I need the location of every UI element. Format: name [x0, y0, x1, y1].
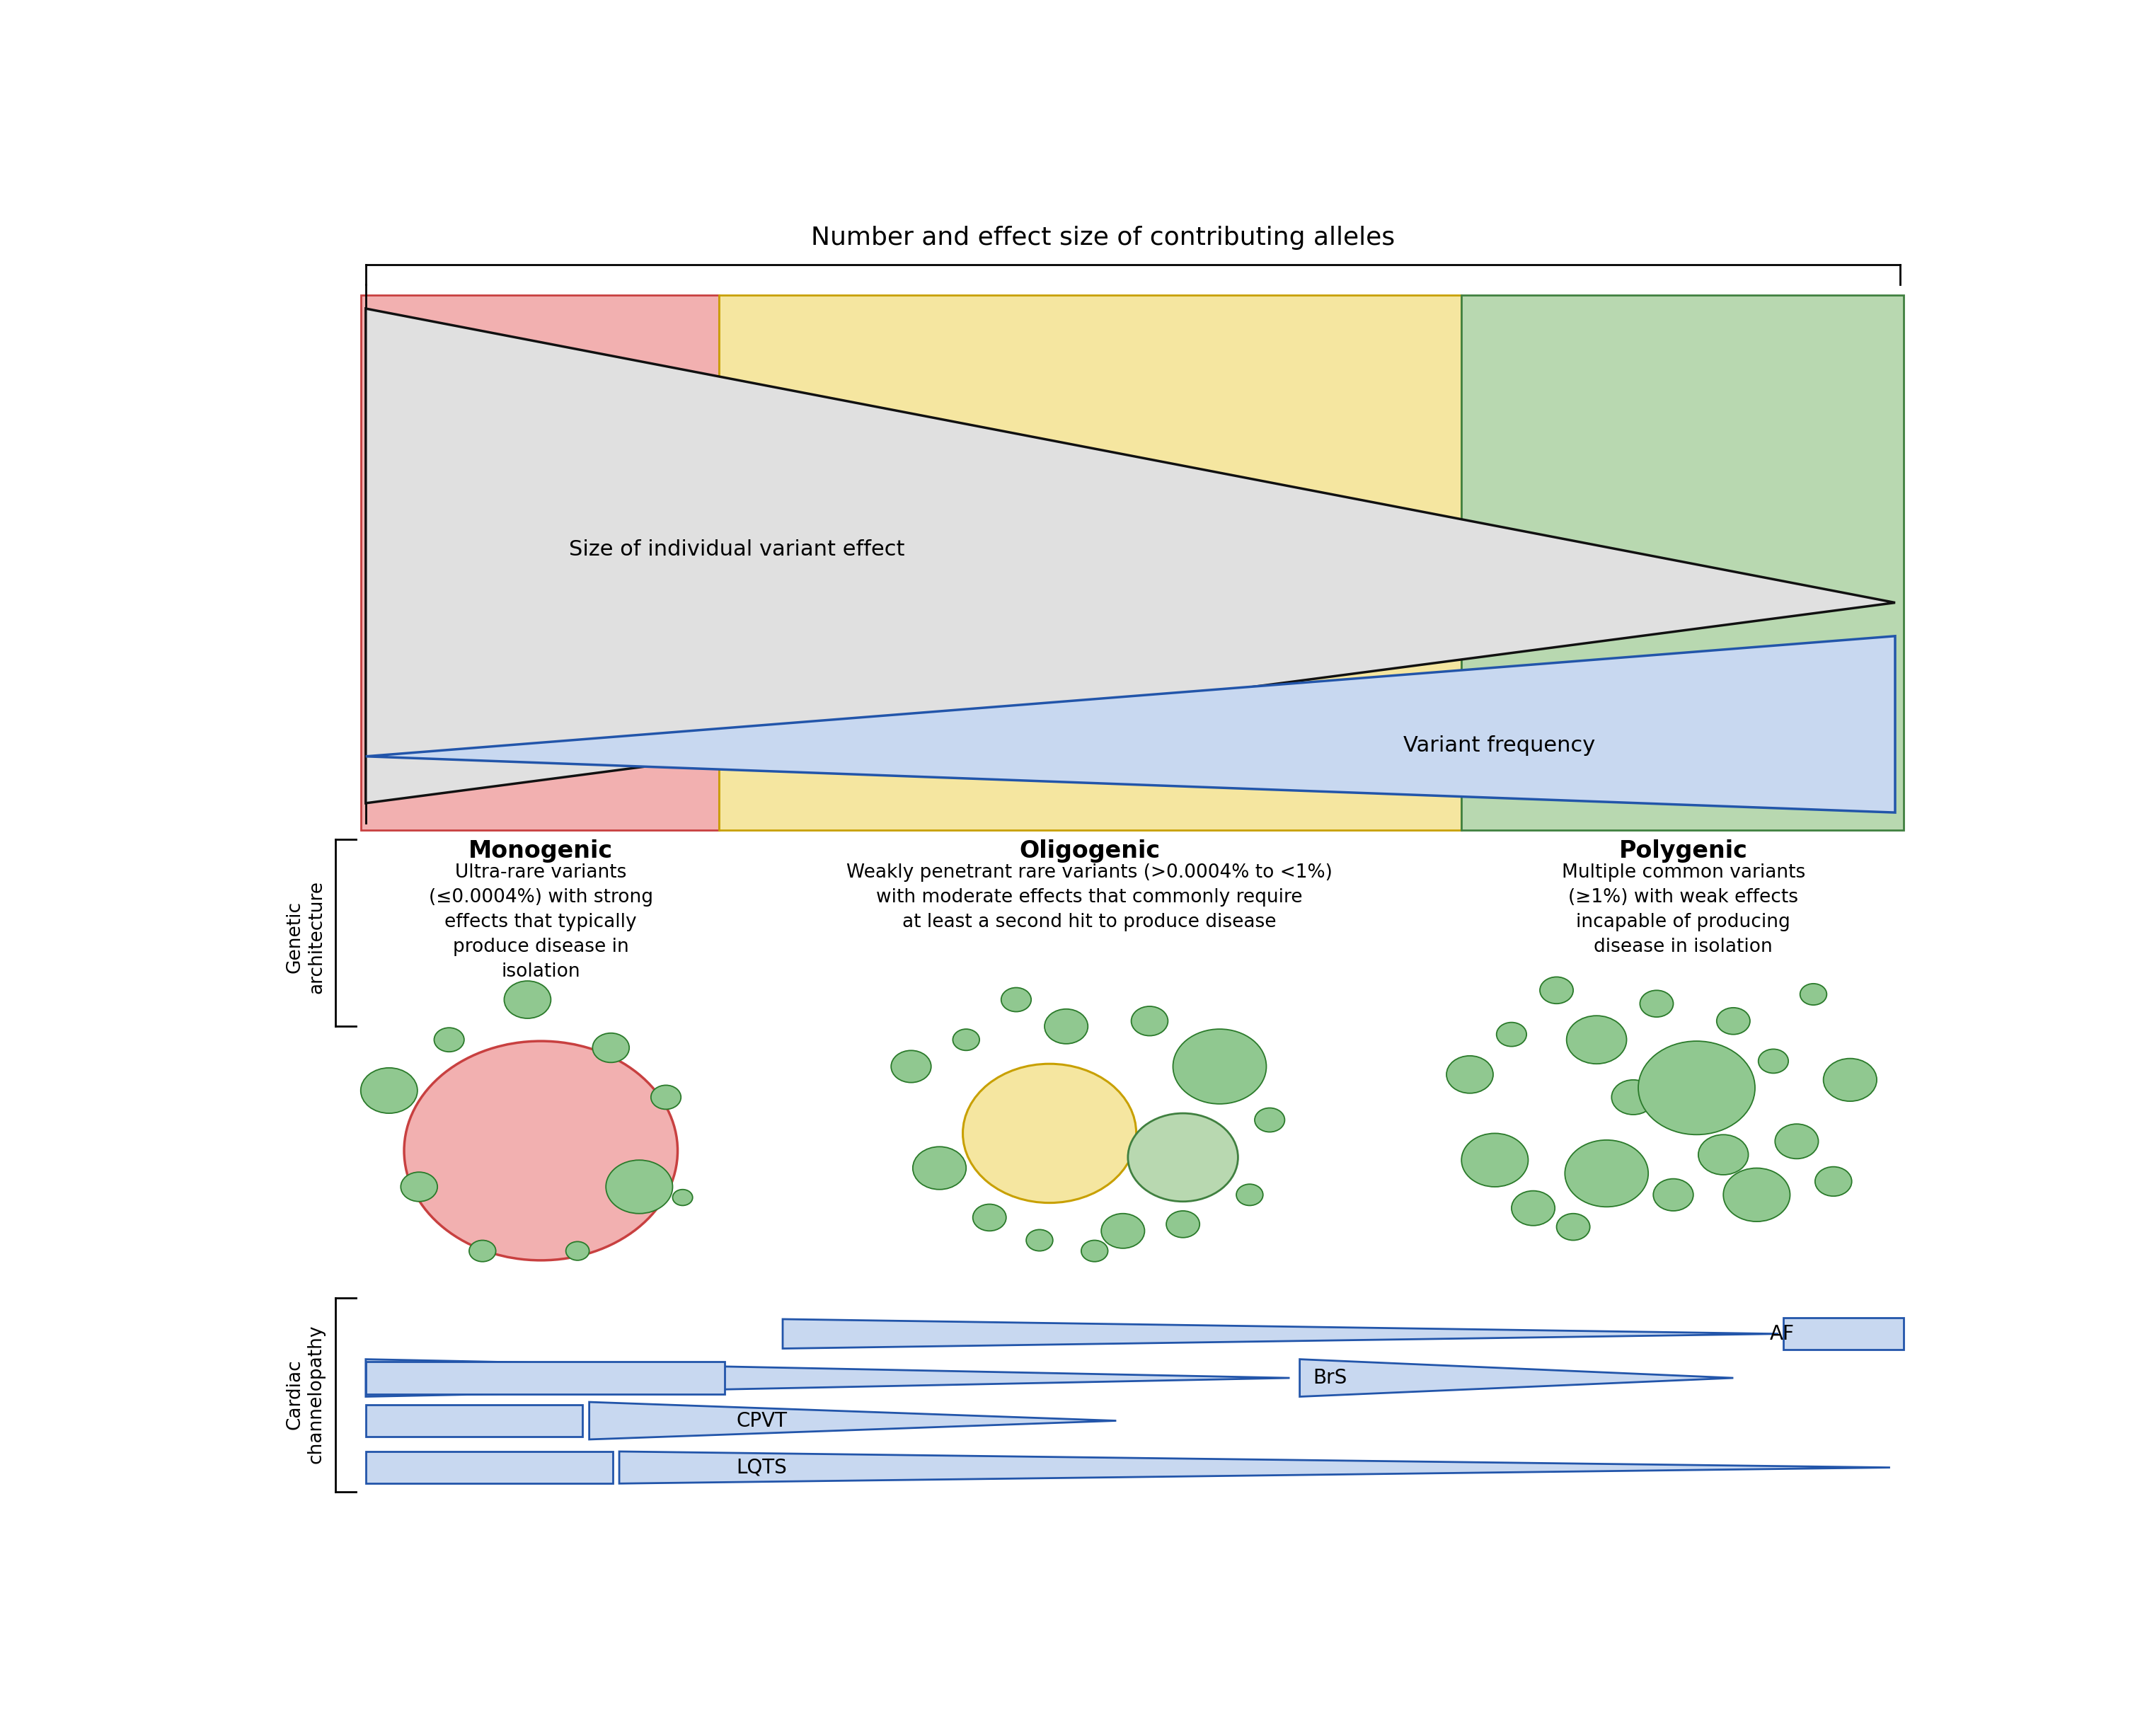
Circle shape	[1132, 1007, 1169, 1036]
Circle shape	[435, 1028, 465, 1052]
Text: LQTS: LQTS	[736, 1458, 788, 1477]
Polygon shape	[366, 635, 1896, 812]
Circle shape	[1461, 1134, 1528, 1187]
Circle shape	[1638, 1042, 1756, 1135]
Circle shape	[973, 1205, 1007, 1231]
Circle shape	[1567, 1016, 1627, 1064]
Text: Size of individual variant effect: Size of individual variant effect	[568, 538, 906, 559]
Circle shape	[1166, 1212, 1199, 1238]
Circle shape	[607, 1160, 674, 1213]
Circle shape	[592, 1033, 628, 1062]
Text: Ultra-rare variants
(≤0.0004%) with strong
effects that typically
produce diseas: Ultra-rare variants (≤0.0004%) with stro…	[428, 863, 652, 981]
Bar	[1461, 295, 1905, 830]
Polygon shape	[620, 1451, 1889, 1484]
Text: Multiple common variants
(≥1%) with weak effects
incapable of producing
disease : Multiple common variants (≥1%) with weak…	[1562, 863, 1806, 957]
Bar	[366, 1451, 613, 1484]
Circle shape	[953, 1029, 979, 1050]
Text: CPVT: CPVT	[736, 1411, 788, 1430]
Text: Number and effect size of contributing alleles: Number and effect size of contributing a…	[811, 226, 1394, 250]
Text: AF: AF	[1771, 1325, 1795, 1344]
Circle shape	[1511, 1191, 1556, 1226]
Circle shape	[1044, 1009, 1089, 1043]
Circle shape	[1717, 1007, 1750, 1035]
Circle shape	[962, 1064, 1136, 1203]
Circle shape	[1775, 1123, 1818, 1158]
Bar	[366, 1363, 725, 1394]
Circle shape	[1541, 977, 1573, 1003]
Circle shape	[469, 1240, 495, 1262]
Circle shape	[1001, 988, 1031, 1012]
Circle shape	[1173, 1029, 1265, 1104]
Circle shape	[1799, 984, 1827, 1005]
Circle shape	[1653, 1179, 1694, 1212]
Text: Polygenic: Polygenic	[1618, 838, 1747, 863]
Circle shape	[1612, 1080, 1655, 1115]
Polygon shape	[366, 1359, 1289, 1397]
Bar	[719, 295, 1461, 830]
Circle shape	[1102, 1213, 1145, 1248]
Circle shape	[1724, 1168, 1790, 1222]
Circle shape	[650, 1085, 680, 1109]
Circle shape	[1128, 1113, 1237, 1201]
Text: Variant frequency: Variant frequency	[1403, 736, 1595, 755]
Circle shape	[1235, 1184, 1263, 1205]
Text: Oligogenic: Oligogenic	[1020, 838, 1160, 863]
Circle shape	[1080, 1240, 1108, 1262]
Circle shape	[405, 1042, 678, 1260]
Text: BrS: BrS	[1313, 1368, 1347, 1387]
Circle shape	[1814, 1167, 1851, 1196]
Circle shape	[1496, 1023, 1526, 1047]
Circle shape	[1698, 1135, 1747, 1175]
Circle shape	[504, 981, 551, 1019]
Polygon shape	[590, 1403, 1117, 1439]
Bar	[362, 295, 719, 830]
Circle shape	[362, 1068, 417, 1113]
Circle shape	[400, 1172, 437, 1201]
Circle shape	[1565, 1141, 1648, 1207]
Bar	[366, 1404, 583, 1437]
Circle shape	[1255, 1108, 1285, 1132]
Text: Weakly penetrant rare variants (>0.0004% to <1%)
with moderate effects that comm: Weakly penetrant rare variants (>0.0004%…	[846, 863, 1332, 930]
Circle shape	[891, 1050, 932, 1083]
Text: Monogenic: Monogenic	[469, 838, 613, 863]
Bar	[1784, 1318, 1902, 1351]
Circle shape	[1640, 990, 1674, 1017]
Circle shape	[1446, 1055, 1493, 1094]
Polygon shape	[783, 1319, 1778, 1349]
Polygon shape	[1300, 1359, 1732, 1397]
Circle shape	[1758, 1049, 1788, 1073]
Circle shape	[1823, 1059, 1877, 1101]
Circle shape	[566, 1241, 590, 1260]
Text: Cardiac
channelopathy: Cardiac channelopathy	[286, 1325, 325, 1463]
Text: Genetic
architecture: Genetic architecture	[286, 880, 325, 993]
Polygon shape	[366, 309, 1896, 804]
Circle shape	[1027, 1229, 1052, 1252]
Circle shape	[674, 1189, 693, 1205]
Circle shape	[1556, 1213, 1590, 1240]
Circle shape	[912, 1147, 966, 1189]
